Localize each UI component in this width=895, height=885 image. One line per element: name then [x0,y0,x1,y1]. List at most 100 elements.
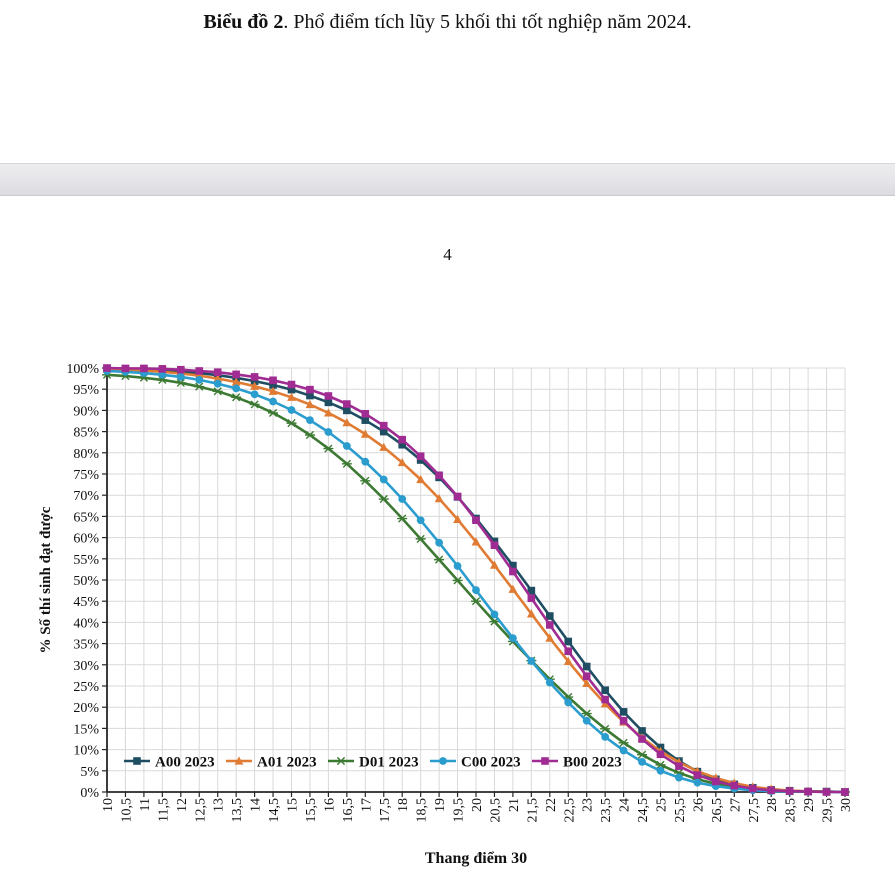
y-tick-label: 25% [73,680,99,695]
x-tick-label: 25 [655,798,670,812]
x-tick-label: 30 [839,798,854,812]
marker-square [675,762,683,770]
marker-circle [601,732,610,741]
marker-square [785,787,794,795]
marker-circle [416,516,425,525]
marker-square [250,377,259,385]
legend-item-b00-2023: B00 2023 [532,755,622,771]
marker-square [398,435,406,444]
x-tick-label: 24 [618,798,633,812]
marker-circle [269,397,277,406]
x-tick-label: 23 [581,798,596,812]
marker-square [748,784,757,793]
marker-triangle [416,474,426,484]
x-tick-label: 22,5 [562,798,577,823]
marker-square [435,471,443,480]
x-tick-label: 17,5 [378,798,393,823]
x-tick-label: 20 [470,798,485,812]
x-tick-label: 16,5 [341,798,356,823]
marker-triangle [231,377,241,386]
y-tick-label: 5% [80,765,99,780]
marker-xstar [249,400,260,409]
x-tick-label: 14 [249,798,264,812]
marker-circle [398,495,407,503]
marker-circle [656,766,665,775]
marker-square [213,368,222,377]
marker-square [133,757,141,765]
marker-circle [435,538,443,547]
marker-square [730,781,739,790]
marker-triangle [268,386,278,395]
legend-label: A01 2023 [257,755,317,771]
marker-triangle [508,584,518,593]
marker-xstar [618,738,629,747]
marker-square [693,771,702,779]
marker-circle [527,657,536,665]
marker-circle [287,406,296,414]
marker-xstar [268,408,279,418]
marker-triangle [305,399,315,409]
x-tick-label: 24,5 [636,798,651,823]
marker-circle [490,610,499,619]
marker-square [619,708,628,716]
y-tick-label: 95% [73,383,99,398]
x-tick-label: 28,5 [784,798,799,823]
marker-circle [213,379,222,388]
marker-square [343,400,351,408]
y-tick-label: 15% [73,722,99,737]
x-tick-label: 28 [765,798,780,812]
y-tick-label: 65% [73,510,99,525]
cumulative-score-distribution-chart: 0% 5% 10% 15% 20% 25% 30% 35% 40% 45% 50% 55% 60% 65%… [38,362,854,867]
marker-square [361,409,370,418]
marker-circle [361,457,370,466]
marker-triangle [471,537,481,546]
marker-xstar [286,419,297,428]
marker-triangle [250,381,259,390]
marker-xstar [336,756,346,766]
x-tick-label: 12 [175,798,190,812]
marker-square [601,686,609,695]
marker-circle [582,716,591,725]
marker-square [564,647,573,656]
marker-square [453,492,462,501]
marker-square [638,727,646,735]
marker-circle [379,475,388,484]
x-tick-label: 17 [359,798,374,812]
legend-item-a00-2023: A00 2023 [124,755,215,771]
marker-square [287,380,296,389]
marker-circle [306,416,314,425]
x-tick-label: 29,5 [821,798,836,823]
marker-square [619,716,628,725]
marker-xstar [655,760,666,769]
y-tick-label: 0% [80,786,99,801]
marker-circle [675,773,683,782]
x-tick-label: 18 [396,798,411,812]
figure-caption-text: . Phổ điểm tích lũy 5 khối thi tốt nghiệ… [283,11,692,33]
x-tick-label: 21,5 [525,798,540,823]
y-tick-label: 45% [73,595,99,610]
marker-triangle [453,514,462,523]
marker-circle [545,678,554,687]
marker-square [306,385,314,394]
marker-triangle [213,374,223,383]
marker-xstar [581,709,592,718]
marker-xstar [452,576,463,585]
marker-square [804,787,812,796]
x-tick-label: 15 [286,798,301,812]
x-tick-label: 27,5 [747,798,762,823]
marker-square [638,735,646,743]
marker-xstar [378,494,389,504]
marker-xstar [231,393,242,402]
marker-square [822,788,831,796]
marker-circle [619,746,628,755]
chart-series [102,364,850,797]
y-tick-label: 50% [73,574,99,589]
marker-square [416,456,425,464]
y-tick-label: 35% [73,638,99,653]
marker-triangle [360,429,370,438]
marker-triangle [582,678,592,688]
x-tick-label: 26,5 [710,798,725,823]
y-axis-title: % Số thí sinh đạt được [38,506,54,653]
marker-square [767,786,775,795]
